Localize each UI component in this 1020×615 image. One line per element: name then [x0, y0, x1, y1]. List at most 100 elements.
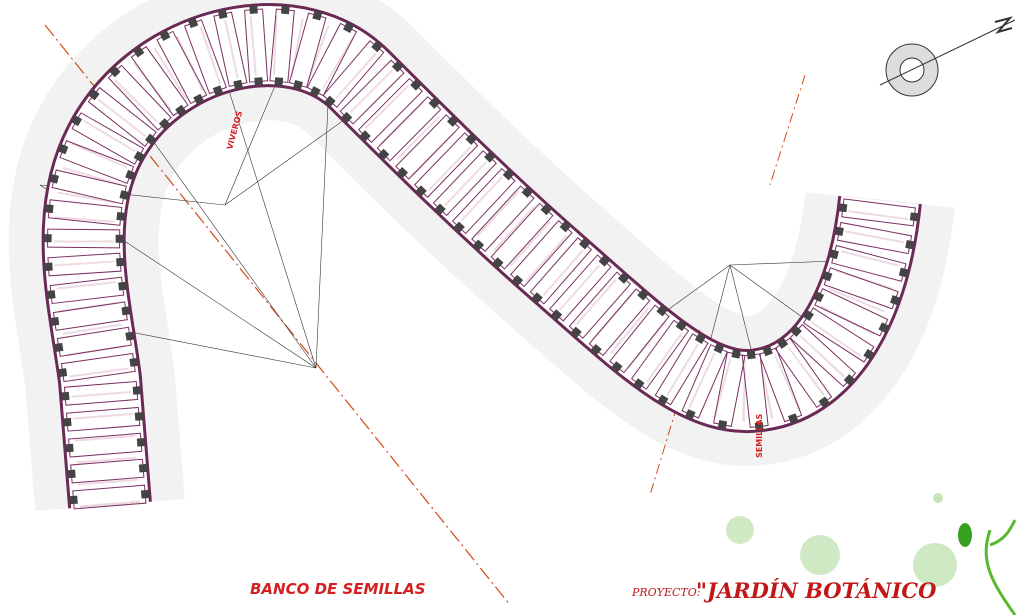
column [140, 489, 150, 499]
column [790, 325, 802, 337]
column [511, 274, 524, 287]
column [121, 306, 131, 316]
column [175, 104, 187, 116]
modules [43, 5, 919, 510]
column [540, 203, 552, 216]
column [675, 320, 687, 332]
column [116, 211, 126, 221]
column [521, 186, 533, 198]
column [637, 289, 649, 301]
decoration [933, 493, 943, 503]
column [129, 357, 139, 367]
decoration [800, 535, 840, 575]
column [88, 89, 100, 101]
column [274, 77, 284, 86]
column [434, 203, 446, 215]
column [138, 463, 148, 473]
plant [984, 519, 1017, 615]
column [465, 133, 477, 145]
column [144, 133, 157, 145]
column [598, 255, 610, 267]
column [531, 292, 543, 304]
column [71, 115, 83, 127]
column [136, 438, 146, 447]
column [43, 234, 52, 243]
column [878, 322, 890, 333]
column [777, 337, 789, 349]
column [570, 326, 582, 338]
column [233, 79, 243, 90]
column [590, 343, 602, 356]
column [829, 249, 839, 260]
column [65, 443, 74, 453]
column [818, 396, 830, 408]
column [187, 17, 199, 29]
column [754, 422, 764, 431]
column [116, 257, 125, 267]
decoration [913, 543, 957, 587]
column [617, 272, 630, 284]
column [58, 143, 69, 155]
column [54, 342, 64, 353]
column [109, 65, 121, 78]
column [762, 345, 773, 357]
column [133, 150, 145, 162]
column [58, 368, 68, 378]
column [49, 173, 59, 184]
north-symbol [879, 16, 1016, 97]
column [125, 331, 135, 341]
column [324, 95, 336, 107]
project-name: "JARDÍN BOTÁNICO [696, 578, 937, 603]
column [159, 30, 171, 41]
column [447, 115, 459, 127]
column [343, 22, 354, 34]
column [717, 419, 728, 430]
column [731, 349, 741, 359]
column [550, 309, 563, 321]
column [822, 271, 833, 282]
column [410, 79, 422, 91]
column [472, 239, 485, 251]
decoration [726, 516, 754, 544]
column [559, 221, 571, 233]
column [44, 204, 54, 214]
column [377, 148, 390, 161]
column [280, 5, 290, 15]
area-label: SEMILLAS [755, 413, 764, 458]
column [115, 234, 124, 243]
column [838, 203, 848, 213]
column [46, 290, 56, 299]
column [694, 332, 706, 344]
column [656, 305, 668, 317]
column [217, 9, 228, 19]
column [633, 378, 645, 390]
column [578, 238, 591, 250]
column [44, 262, 53, 272]
column [133, 46, 145, 58]
column [746, 350, 756, 360]
column [492, 257, 504, 269]
column [843, 374, 856, 386]
column [371, 40, 383, 53]
column [50, 316, 60, 326]
column [249, 5, 258, 14]
column [118, 281, 128, 291]
column [788, 413, 799, 424]
column [428, 97, 440, 109]
column [134, 412, 144, 421]
column [611, 361, 623, 373]
column [212, 85, 224, 96]
column [909, 212, 919, 222]
column [502, 169, 515, 181]
column [713, 343, 725, 354]
column [834, 226, 844, 237]
column [802, 309, 814, 321]
drawing-title: BANCO DE SEMILLAS [250, 580, 426, 598]
column [898, 267, 909, 278]
column [158, 118, 171, 130]
column [396, 167, 408, 179]
column [125, 169, 136, 181]
column [254, 77, 263, 86]
column [657, 394, 669, 406]
